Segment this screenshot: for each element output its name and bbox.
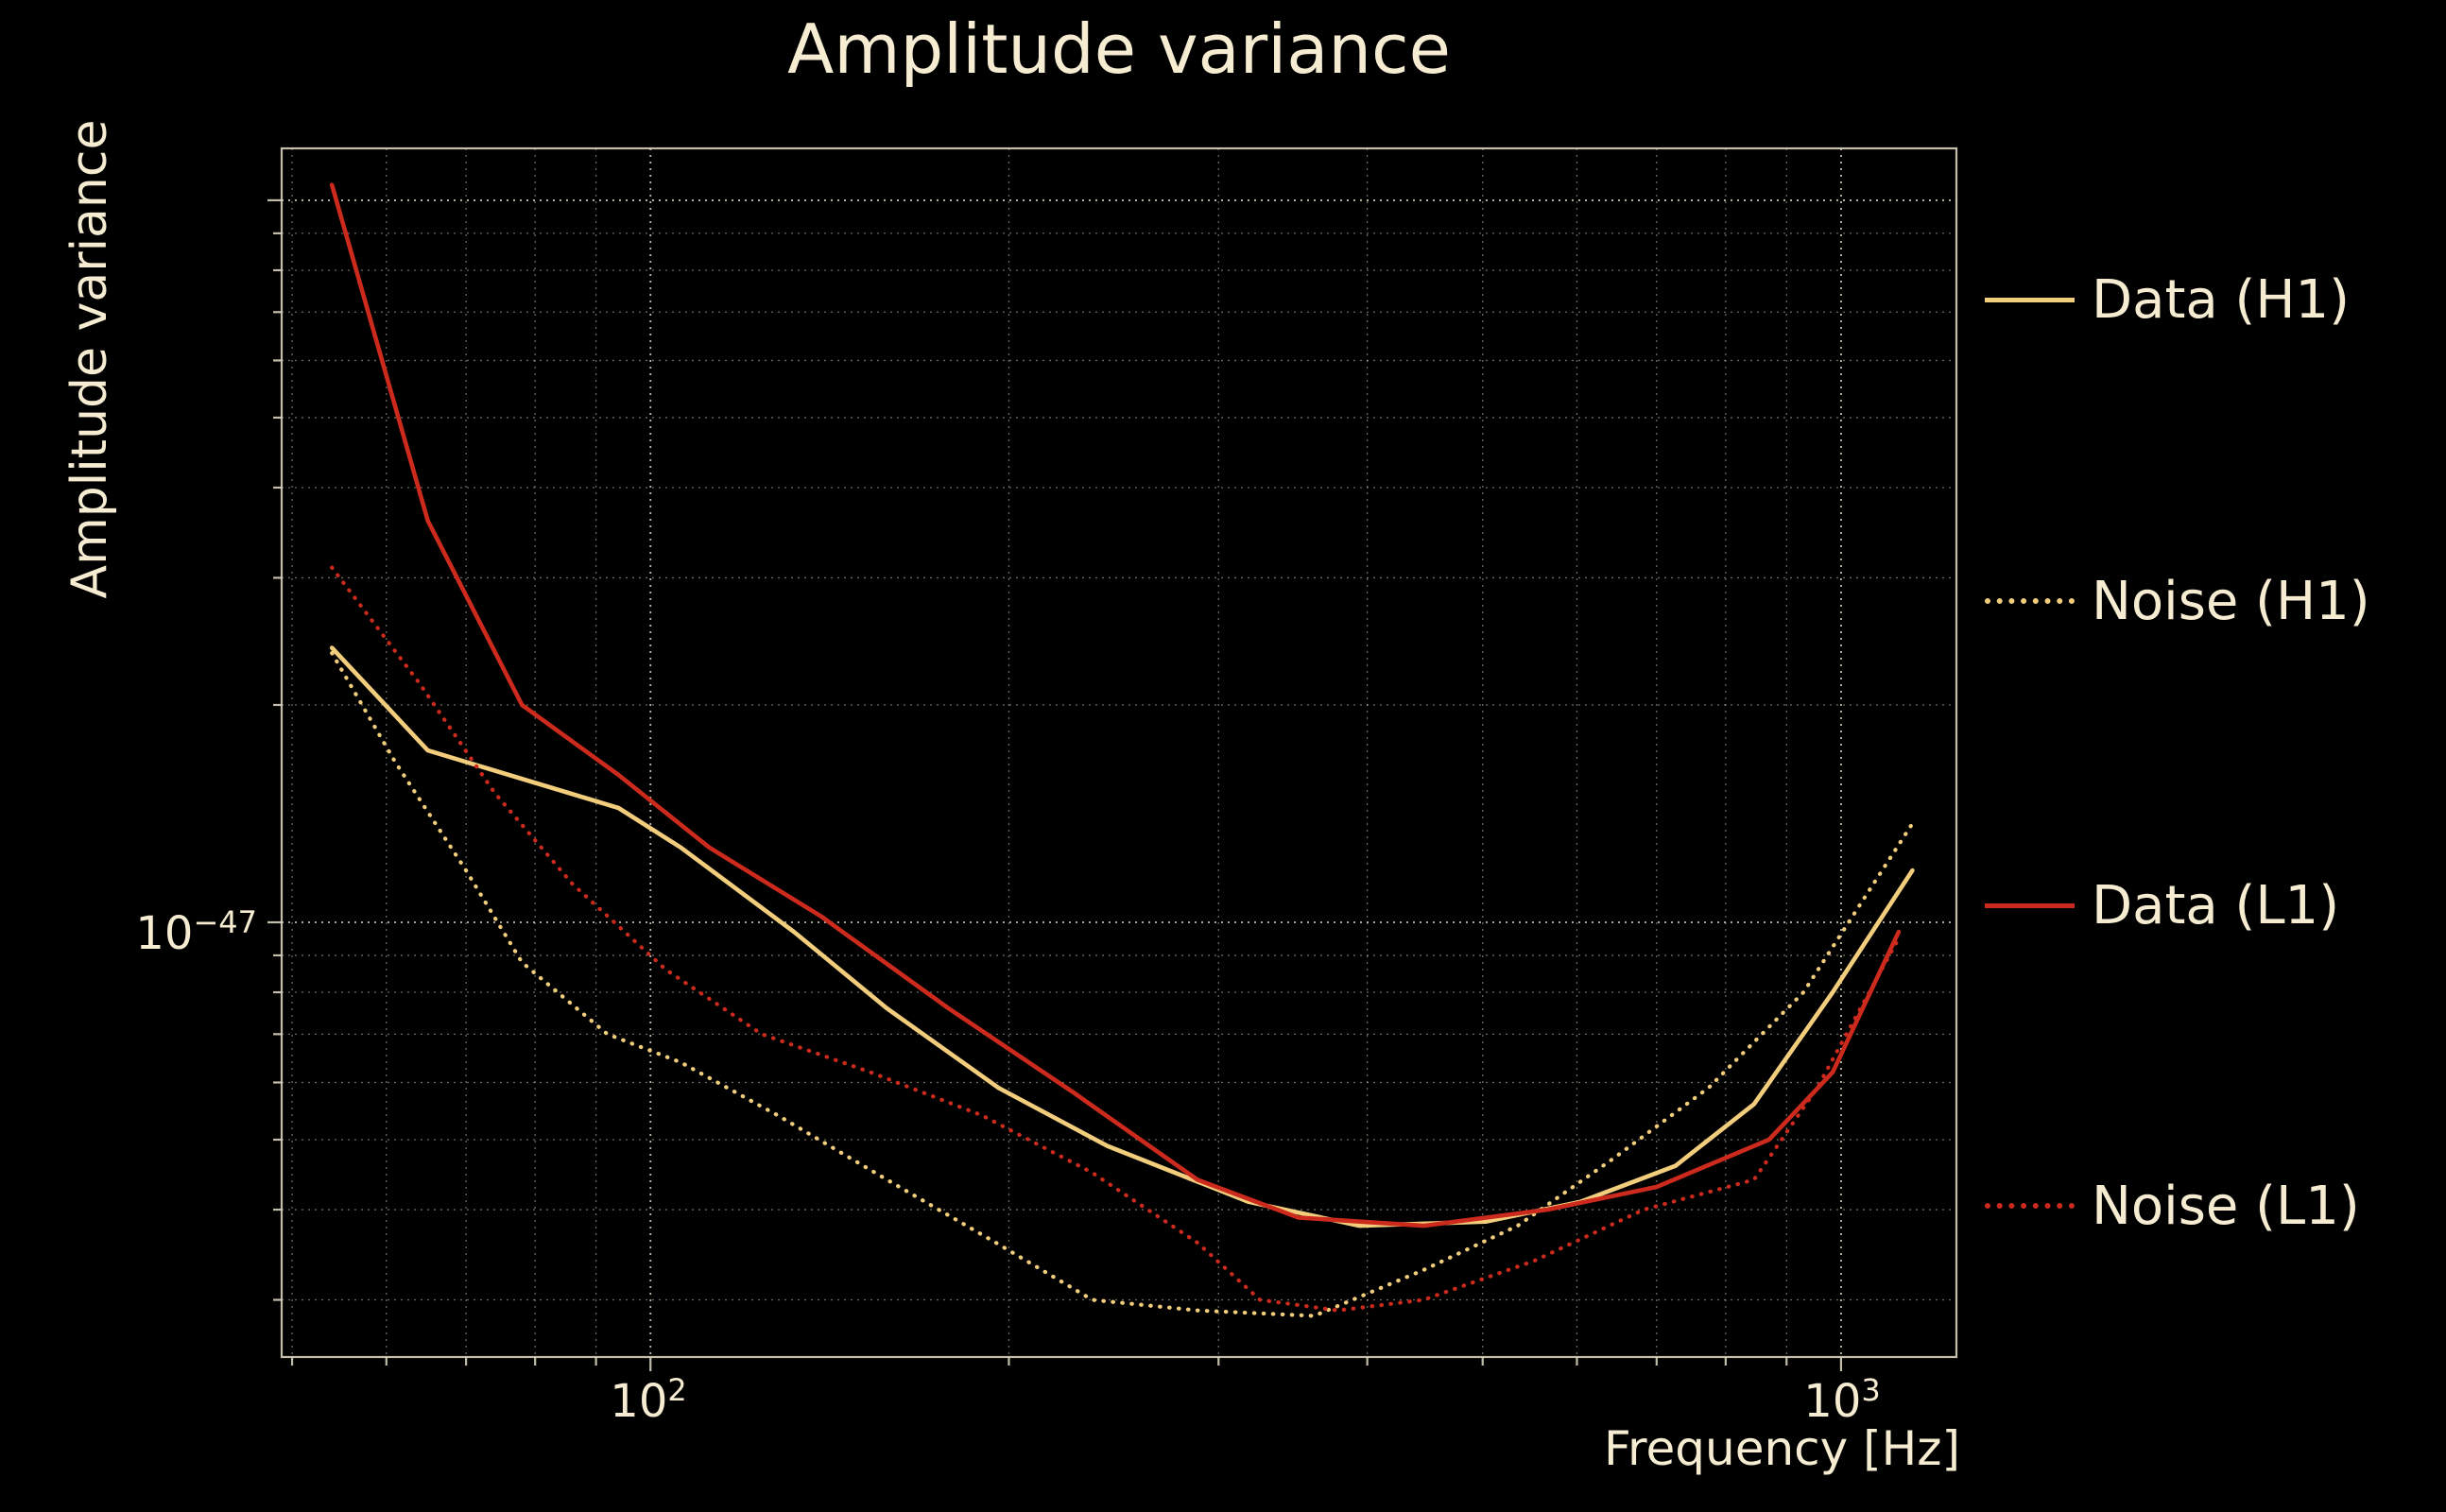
x-tick-1000-exp: 3 — [1861, 1372, 1881, 1408]
legend-item-data-l1: Data (L1) — [1985, 872, 2339, 938]
x-tick-100: 102 — [554, 1372, 743, 1428]
y-tick-1e-47-exp: −47 — [193, 904, 257, 940]
x-tick-100-base: 10 — [610, 1375, 668, 1428]
legend-item-noise-h1: Noise (H1) — [1985, 568, 2370, 634]
chart-title: Amplitude variance — [787, 9, 1451, 89]
legend-sample-data-h1-line-icon — [1985, 297, 2075, 302]
legend-label-noise-h1: Noise (H1) — [2092, 570, 2370, 632]
x-tick-100-exp: 2 — [667, 1372, 687, 1408]
legend-label-data-l1: Data (L1) — [2092, 874, 2340, 936]
y-tick-1e-47-base: 10 — [135, 907, 194, 960]
x-tick-1000: 103 — [1748, 1372, 1937, 1428]
y-tick-1e-47: 10−47 — [76, 896, 257, 960]
legend-item-noise-l1: Noise (L1) — [1985, 1173, 2360, 1239]
x-axis-label: Frequency [Hz] — [1603, 1421, 1960, 1476]
legend-sample-noise-l1-line-icon — [1985, 1203, 2075, 1209]
legend-label-data-h1: Data (H1) — [2092, 268, 2350, 331]
legend-sample-data-l1-line-icon — [1985, 902, 2075, 908]
x-tick-1000-base: 10 — [1803, 1375, 1862, 1428]
legend-item-data-h1: Data (H1) — [1985, 266, 2350, 333]
legend-sample-noise-h1-line-icon — [1985, 598, 2075, 604]
legend-label-noise-l1: Noise (L1) — [2092, 1175, 2360, 1237]
legend: Data (H1) Noise (H1) Data (L1) Noise (L1… — [1985, 0, 2438, 1512]
y-axis-label: Amplitude variance — [61, 119, 118, 599]
